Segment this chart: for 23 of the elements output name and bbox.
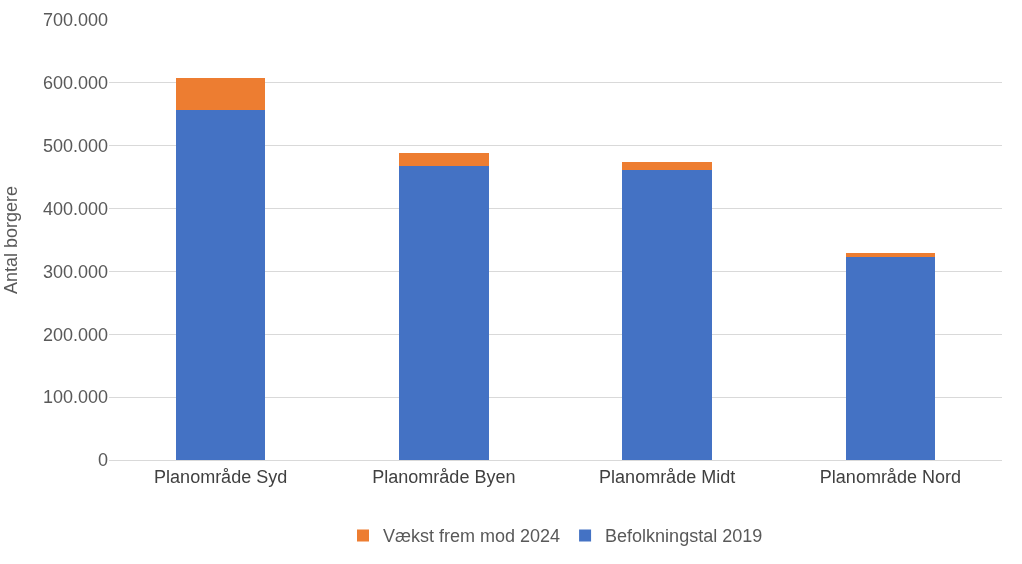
bar bbox=[399, 165, 489, 460]
legend-label: Befolkningstal 2019 bbox=[605, 526, 763, 547]
y-tick-label: 700.000 bbox=[42, 10, 108, 31]
y-tick-label: 100.000 bbox=[42, 387, 108, 408]
y-tick-label: 500.000 bbox=[42, 136, 108, 157]
bar bbox=[845, 252, 936, 257]
y-tick-label: 600.000 bbox=[42, 73, 108, 94]
y-tick-label: 0 bbox=[97, 450, 108, 471]
y-tick-label: 300.000 bbox=[42, 261, 108, 282]
y-tick-label: 200.000 bbox=[42, 324, 108, 345]
y-tick-label: 400.000 bbox=[42, 198, 108, 219]
x-tick-label: Planområde Nord bbox=[819, 466, 961, 487]
bar bbox=[399, 153, 489, 166]
x-tick-label: Planområde Midt bbox=[599, 466, 736, 487]
bar bbox=[175, 109, 266, 460]
bar bbox=[622, 162, 712, 171]
bar bbox=[845, 256, 936, 460]
bar bbox=[622, 170, 712, 460]
x-tick-label: Planområde Syd bbox=[154, 466, 288, 487]
bar bbox=[175, 77, 266, 110]
y-axis-title: Antal borgere bbox=[1, 185, 22, 295]
x-tick-label: Planområde Byen bbox=[372, 466, 516, 487]
legend-label: Vækst frem mod 2024 bbox=[383, 526, 561, 547]
